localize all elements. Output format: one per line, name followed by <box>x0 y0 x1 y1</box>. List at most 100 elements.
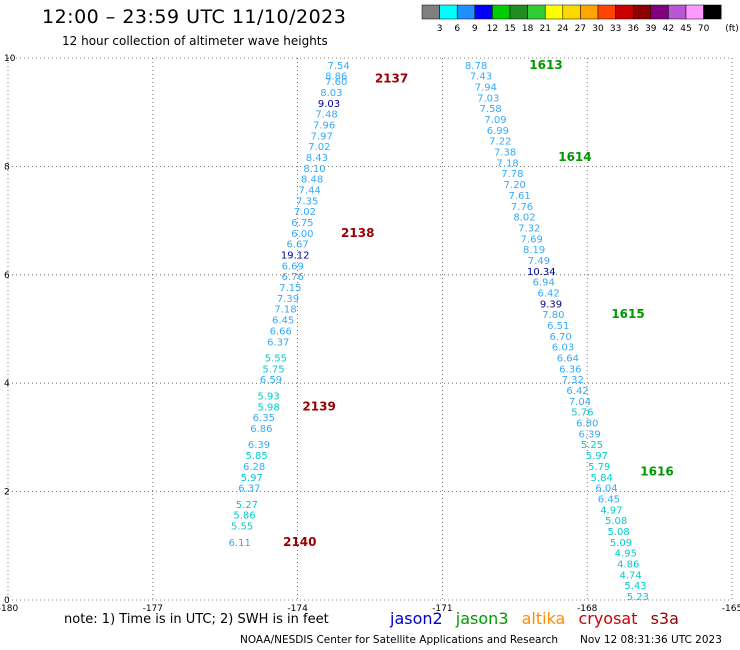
data-point-label: 7.96 <box>313 120 335 131</box>
colorbar-tick-label: 27 <box>575 24 586 34</box>
colorbar-tick-label: 70 <box>698 24 710 34</box>
data-point-label: 8.10 <box>303 164 325 175</box>
color-legend: 3 6 9 12 15 18 21 24 27 30 33 36 39 42 45 70 (ft) <box>421 4 739 34</box>
data-point-label: 6.04 <box>595 484 617 495</box>
data-point-label: 7.43 <box>470 72 492 83</box>
colorbar-tick-label: 33 <box>610 24 621 34</box>
colorbar-tick-label: 21 <box>539 24 550 34</box>
y-tick-label: 4 <box>4 379 10 389</box>
data-point-label: 5.27 <box>236 500 258 511</box>
colorbar-tick-label: 15 <box>504 24 515 34</box>
data-point-label: 6.11 <box>229 538 251 549</box>
data-point-label: 8.48 <box>301 175 323 186</box>
data-point-label: 5.85 <box>245 451 267 462</box>
data-point-label: 7.32 <box>518 223 540 234</box>
colorbar-tick-label: 30 <box>592 24 604 34</box>
data-point-label: 5.84 <box>591 473 613 484</box>
data-point-label: 7.32 <box>562 375 584 386</box>
colorbar-tick-label: 12 <box>487 24 498 34</box>
colorbar-tick-label: 36 <box>627 24 639 34</box>
data-point-label: 7.04 <box>569 397 591 408</box>
data-point-label: 7.18 <box>496 158 518 169</box>
data-point-label: 6.86 <box>250 424 272 435</box>
data-point-label: 7.22 <box>489 137 511 148</box>
pass-number-label: 2140 <box>283 535 316 549</box>
data-point-label: 6.35 <box>253 413 275 424</box>
data-point-label: 7.61 <box>508 191 530 202</box>
data-point-label: 4.74 <box>620 570 642 581</box>
data-point-label: 6.37 <box>238 484 260 495</box>
data-point-label: 6.99 <box>487 126 509 137</box>
data-point-label: 7.44 <box>299 186 321 197</box>
page-title: 12:00 – 23:59 UTC 11/10/2023 <box>42 6 347 28</box>
data-point-label: 5.55 <box>231 522 253 533</box>
data-point-label: 9.39 <box>540 299 562 310</box>
data-point-label: 7.02 <box>294 207 316 218</box>
data-point-label: 7.15 <box>279 283 301 294</box>
colorbar-tick-label: 45 <box>680 24 691 34</box>
data-point-label: 6.59 <box>260 375 282 386</box>
data-point-label: 5.98 <box>258 402 280 413</box>
data-point-label: 5.55 <box>265 354 287 365</box>
y-tick-label: 8 <box>4 162 10 172</box>
x-tick-label: -180 <box>0 604 18 612</box>
data-point-label: 5.97 <box>241 473 263 484</box>
pass-number-label: 2139 <box>302 399 335 413</box>
data-point-label: 5.09 <box>610 538 632 549</box>
data-point-label: 5.97 <box>586 451 608 462</box>
pass-number-label: 1615 <box>611 307 644 321</box>
data-point-label: 6.39 <box>578 429 600 440</box>
data-point-label: 7.76 <box>511 202 533 213</box>
data-point-label: 7.35 <box>296 196 318 207</box>
data-point-label: 6.75 <box>291 218 313 229</box>
pass-number-label: 1616 <box>640 464 673 478</box>
data-point-label: 8.19 <box>523 245 545 256</box>
data-point-label: 6.39 <box>248 440 270 451</box>
data-point-label: 5.76 <box>571 408 593 419</box>
data-point-label: 7.97 <box>311 131 333 142</box>
sat-s3a: s3a <box>650 609 679 628</box>
wave-height-chart: -180-177-174-171-168-16502468107.548.867… <box>0 54 740 612</box>
data-point-label: 5.25 <box>581 440 603 451</box>
colorbar-tick-label: 3 <box>437 24 443 34</box>
data-point-label: 5.08 <box>607 527 629 538</box>
data-point-label: 6.80 <box>576 419 598 430</box>
x-tick-label: -177 <box>143 604 163 612</box>
data-point-label: 7.48 <box>315 110 337 121</box>
colorbar-swatch <box>703 4 722 20</box>
data-point-label: 7.38 <box>494 148 516 159</box>
generated-timestamp: Nov 12 08:31:36 UTC 2023 <box>580 634 722 646</box>
data-point-label: 8.43 <box>306 153 328 164</box>
data-point-label: 6.66 <box>270 326 292 337</box>
y-tick-label: 6 <box>4 271 10 281</box>
x-tick-label: -168 <box>577 604 598 612</box>
colorbar-tick-label: 9 <box>472 24 478 34</box>
data-point-label: 7.60 <box>325 77 347 88</box>
data-point-label: 8.86 <box>325 72 347 83</box>
data-point-label: 6.45 <box>598 494 620 505</box>
data-point-label: 5.93 <box>258 391 280 402</box>
data-point-label: 6.00 <box>291 229 313 240</box>
data-point-label: 5.75 <box>262 364 284 375</box>
pass-number-label: 1614 <box>558 150 591 164</box>
data-point-label: 4.95 <box>615 549 637 560</box>
data-point-label: 19.12 <box>281 251 310 262</box>
sat-jason2: jason2 <box>390 609 443 628</box>
data-point-label: 7.78 <box>501 169 523 180</box>
pass-number-label: 1613 <box>529 58 562 72</box>
sat-altika: altika <box>521 609 566 628</box>
x-tick-label: -171 <box>432 604 452 612</box>
data-point-label: 6.76 <box>282 272 304 283</box>
data-point-label: 6.42 <box>566 386 588 397</box>
y-tick-label: 10 <box>4 54 16 64</box>
data-point-label: 7.58 <box>480 104 502 115</box>
data-point-label: 5.43 <box>624 581 646 592</box>
data-point-label: 5.08 <box>605 516 627 527</box>
satellite-legend: jason2 jason3 altika cryosat s3a <box>390 609 687 628</box>
data-point-label: 6.51 <box>547 321 569 332</box>
y-tick-label: 2 <box>4 488 10 498</box>
data-point-label: 7.80 <box>542 310 564 321</box>
sat-jason3: jason3 <box>455 609 509 628</box>
data-point-label: 6.42 <box>537 288 559 299</box>
data-point-label: 8.02 <box>513 213 535 224</box>
